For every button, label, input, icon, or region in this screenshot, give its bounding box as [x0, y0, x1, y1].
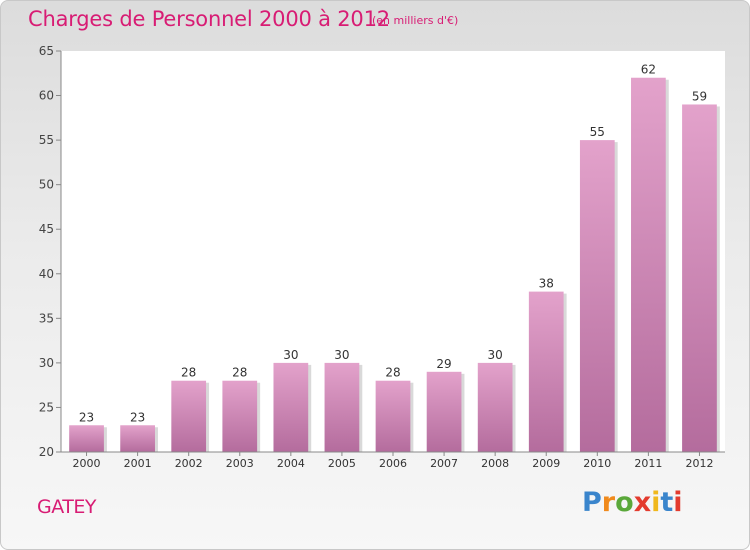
logo-letter: t	[660, 487, 674, 518]
x-tick-label: 2004	[277, 457, 305, 470]
bar-value-label: 30	[283, 348, 298, 362]
bar-value-label: 23	[130, 410, 145, 424]
y-tick-label: 55	[39, 133, 54, 147]
bar	[631, 77, 666, 452]
x-tick-label: 2003	[226, 457, 254, 470]
logo-letter: o	[615, 487, 634, 518]
bar	[375, 380, 411, 452]
y-tick-label: 40	[39, 267, 54, 281]
bar	[579, 140, 615, 452]
logo-letter: P	[582, 487, 602, 518]
y-tick-label: 50	[39, 178, 54, 192]
bar-value-label: 59	[692, 89, 707, 103]
bar-value-label: 28	[181, 366, 196, 380]
y-tick-label: 35	[39, 311, 54, 325]
bar-value-label: 38	[539, 277, 554, 291]
proxiti-logo: Proxiti	[582, 487, 683, 518]
bar-value-label: 29	[436, 357, 451, 371]
bar	[120, 425, 155, 452]
x-tick-label: 2006	[379, 457, 407, 470]
bar-value-label: 62	[641, 63, 656, 77]
x-tick-label: 2009	[532, 457, 560, 470]
bar	[426, 371, 462, 452]
bar	[477, 362, 513, 452]
place-name: GATEY	[37, 496, 96, 518]
x-tick-label: 2001	[124, 457, 152, 470]
bar-value-label: 28	[232, 366, 247, 380]
y-tick-label: 25	[39, 400, 54, 414]
x-tick-label: 2008	[481, 457, 509, 470]
bar-value-label: 28	[385, 366, 400, 380]
y-tick-label: 45	[39, 222, 54, 236]
logo-letter: r	[601, 487, 616, 518]
logo-letter: x	[633, 487, 652, 518]
chart-subtitle: (en milliers d'€)	[372, 14, 459, 27]
bar-value-label: 55	[590, 125, 605, 139]
chart-title: Charges de Personnel 2000 à 2012	[28, 7, 390, 31]
bar	[324, 362, 360, 452]
x-tick-label: 2005	[328, 457, 356, 470]
logo-letter: i	[651, 487, 661, 518]
y-tick-label: 65	[39, 44, 54, 58]
bar	[69, 425, 104, 452]
bar-value-label: 30	[488, 348, 503, 362]
y-tick-label: 20	[39, 445, 54, 459]
x-tick-label: 2000	[73, 457, 101, 470]
x-tick-label: 2011	[634, 457, 662, 470]
bar	[682, 104, 717, 452]
y-tick-label: 60	[39, 89, 54, 103]
bar	[222, 380, 258, 452]
x-tick-label: 2012	[685, 457, 713, 470]
y-tick-label: 30	[39, 356, 54, 370]
x-tick-label: 2010	[583, 457, 611, 470]
logo-letter: i	[673, 487, 683, 518]
x-tick-label: 2007	[430, 457, 458, 470]
bar	[528, 291, 564, 452]
bar	[273, 362, 309, 452]
bar	[171, 380, 207, 452]
x-tick-label: 2002	[175, 457, 203, 470]
bar-value-label: 30	[334, 348, 349, 362]
bar-value-label: 23	[79, 410, 94, 424]
